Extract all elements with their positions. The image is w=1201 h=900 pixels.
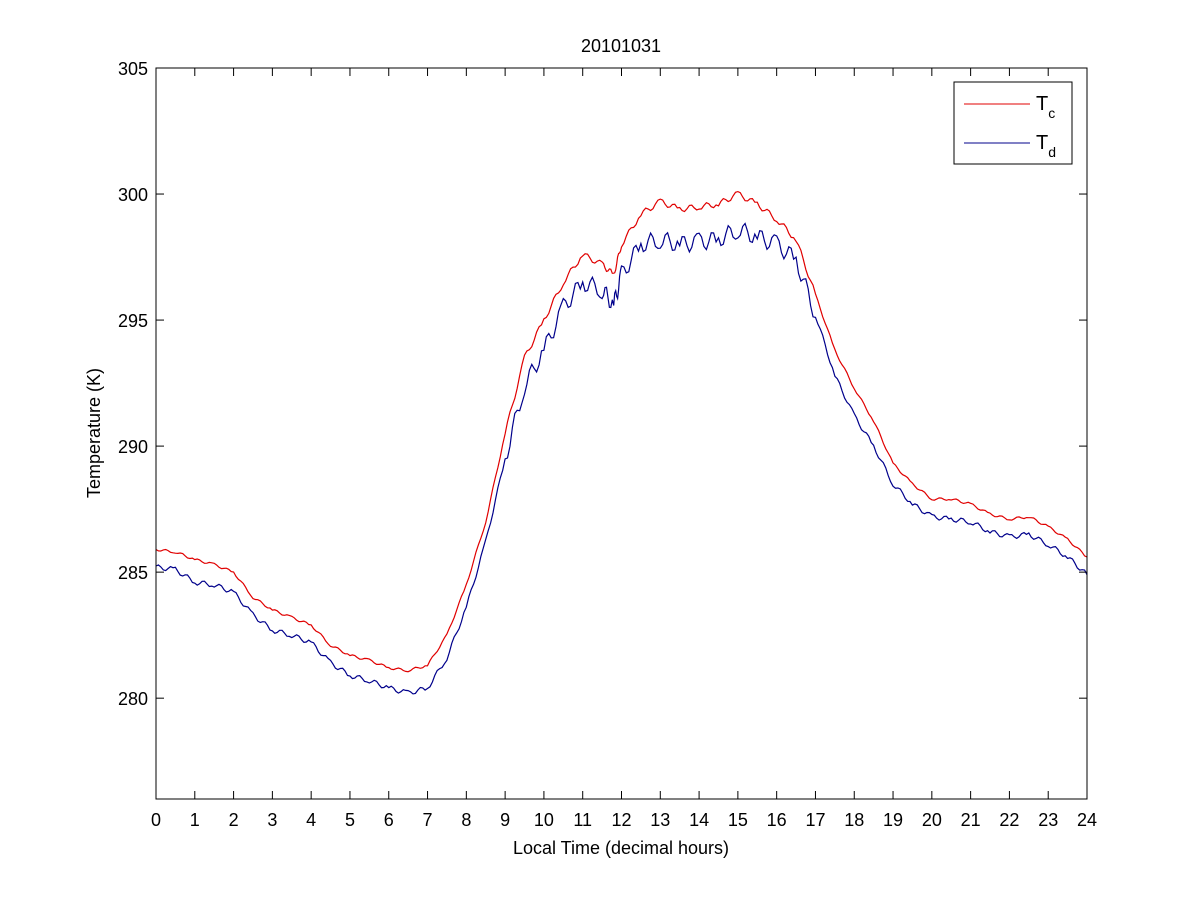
x-tick-label: 23 xyxy=(1038,810,1058,830)
x-tick-label: 4 xyxy=(306,810,316,830)
x-tick-label: 17 xyxy=(805,810,825,830)
y-tick-label: 300 xyxy=(118,185,148,205)
x-tick-label: 6 xyxy=(384,810,394,830)
chart-title: 20101031 xyxy=(581,36,661,56)
x-axis-title: Local Time (decimal hours) xyxy=(513,838,729,858)
x-tick-label: 21 xyxy=(961,810,981,830)
y-tick-label: 290 xyxy=(118,437,148,457)
y-axis-title: Temperature (K) xyxy=(84,368,104,498)
y-tick-label: 285 xyxy=(118,563,148,583)
x-tick-label: 24 xyxy=(1077,810,1097,830)
legend-label-td-sub: d xyxy=(1048,144,1056,160)
x-tick-label: 20 xyxy=(922,810,942,830)
x-axis: 0 1 2 3 4 5 6 7 8 9 10 11 12 13 14 15 16 17 18 19 20 21 22 23 24 xyxy=(151,68,1097,830)
series-line-t-d xyxy=(155,222,1088,695)
series-layer xyxy=(155,190,1088,695)
x-tick-label: 12 xyxy=(611,810,631,830)
x-tick-label: 0 xyxy=(151,810,161,830)
x-tick-label: 8 xyxy=(461,810,471,830)
x-tick-label: 9 xyxy=(500,810,510,830)
legend-label-tc: Tc xyxy=(1036,93,1055,121)
x-tick-label: 22 xyxy=(999,810,1019,830)
legend-label-td: Td xyxy=(1036,132,1056,160)
x-tick-label: 2 xyxy=(229,810,239,830)
x-tick-label: 14 xyxy=(689,810,709,830)
x-tick-label: 7 xyxy=(423,810,433,830)
plot-area xyxy=(156,68,1087,799)
x-tick-label: 15 xyxy=(728,810,748,830)
x-tick-label: 16 xyxy=(767,810,787,830)
x-tick-label: 3 xyxy=(267,810,277,830)
y-tick-label: 295 xyxy=(118,311,148,331)
x-tick-label: 13 xyxy=(650,810,670,830)
x-tick-label: 5 xyxy=(345,810,355,830)
legend-label-tc-main: T xyxy=(1036,93,1048,115)
y-tick-label: 305 xyxy=(118,59,148,79)
x-tick-label: 10 xyxy=(534,810,554,830)
legend: Tc Td xyxy=(953,81,1073,165)
x-tick-label: 1 xyxy=(190,810,200,830)
legend-box xyxy=(953,81,1073,165)
x-tick-label: 19 xyxy=(883,810,903,830)
x-tick-label: 11 xyxy=(573,810,592,830)
x-tick-label: 18 xyxy=(844,810,864,830)
y-axis: 280 285 290 295 300 305 xyxy=(118,59,1087,709)
y-tick-label: 280 xyxy=(118,689,148,709)
series-line-t-c xyxy=(155,190,1088,673)
legend-label-tc-sub: c xyxy=(1048,105,1055,121)
legend-label-td-main: T xyxy=(1036,132,1048,154)
